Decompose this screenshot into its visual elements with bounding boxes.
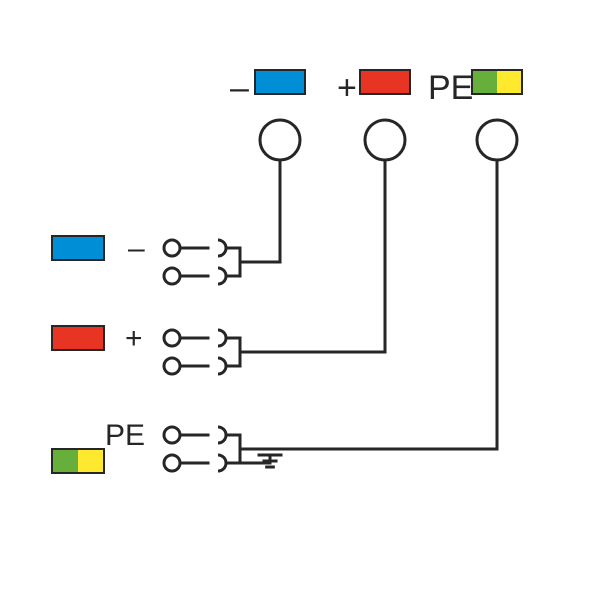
left-pe-group: PE [52, 419, 240, 473]
top-pe-terminal: PE [428, 69, 522, 160]
ground-symbol [240, 455, 281, 467]
left-minus-group: – [52, 232, 240, 284]
svg-text:PE: PE [105, 419, 145, 452]
svg-text:–: – [230, 69, 249, 107]
left-plus-group: + [52, 322, 240, 374]
top-plus-terminal: + [337, 69, 410, 160]
svg-text:+: + [337, 69, 357, 107]
wire-plus [240, 160, 385, 352]
pe-color-block [52, 449, 104, 473]
top-minus-terminal: – [230, 69, 305, 160]
svg-text:+: + [125, 322, 143, 355]
svg-text:PE: PE [428, 69, 473, 107]
wire-minus [240, 160, 280, 262]
pe-color-block [472, 70, 522, 94]
svg-text:–: – [128, 232, 145, 265]
